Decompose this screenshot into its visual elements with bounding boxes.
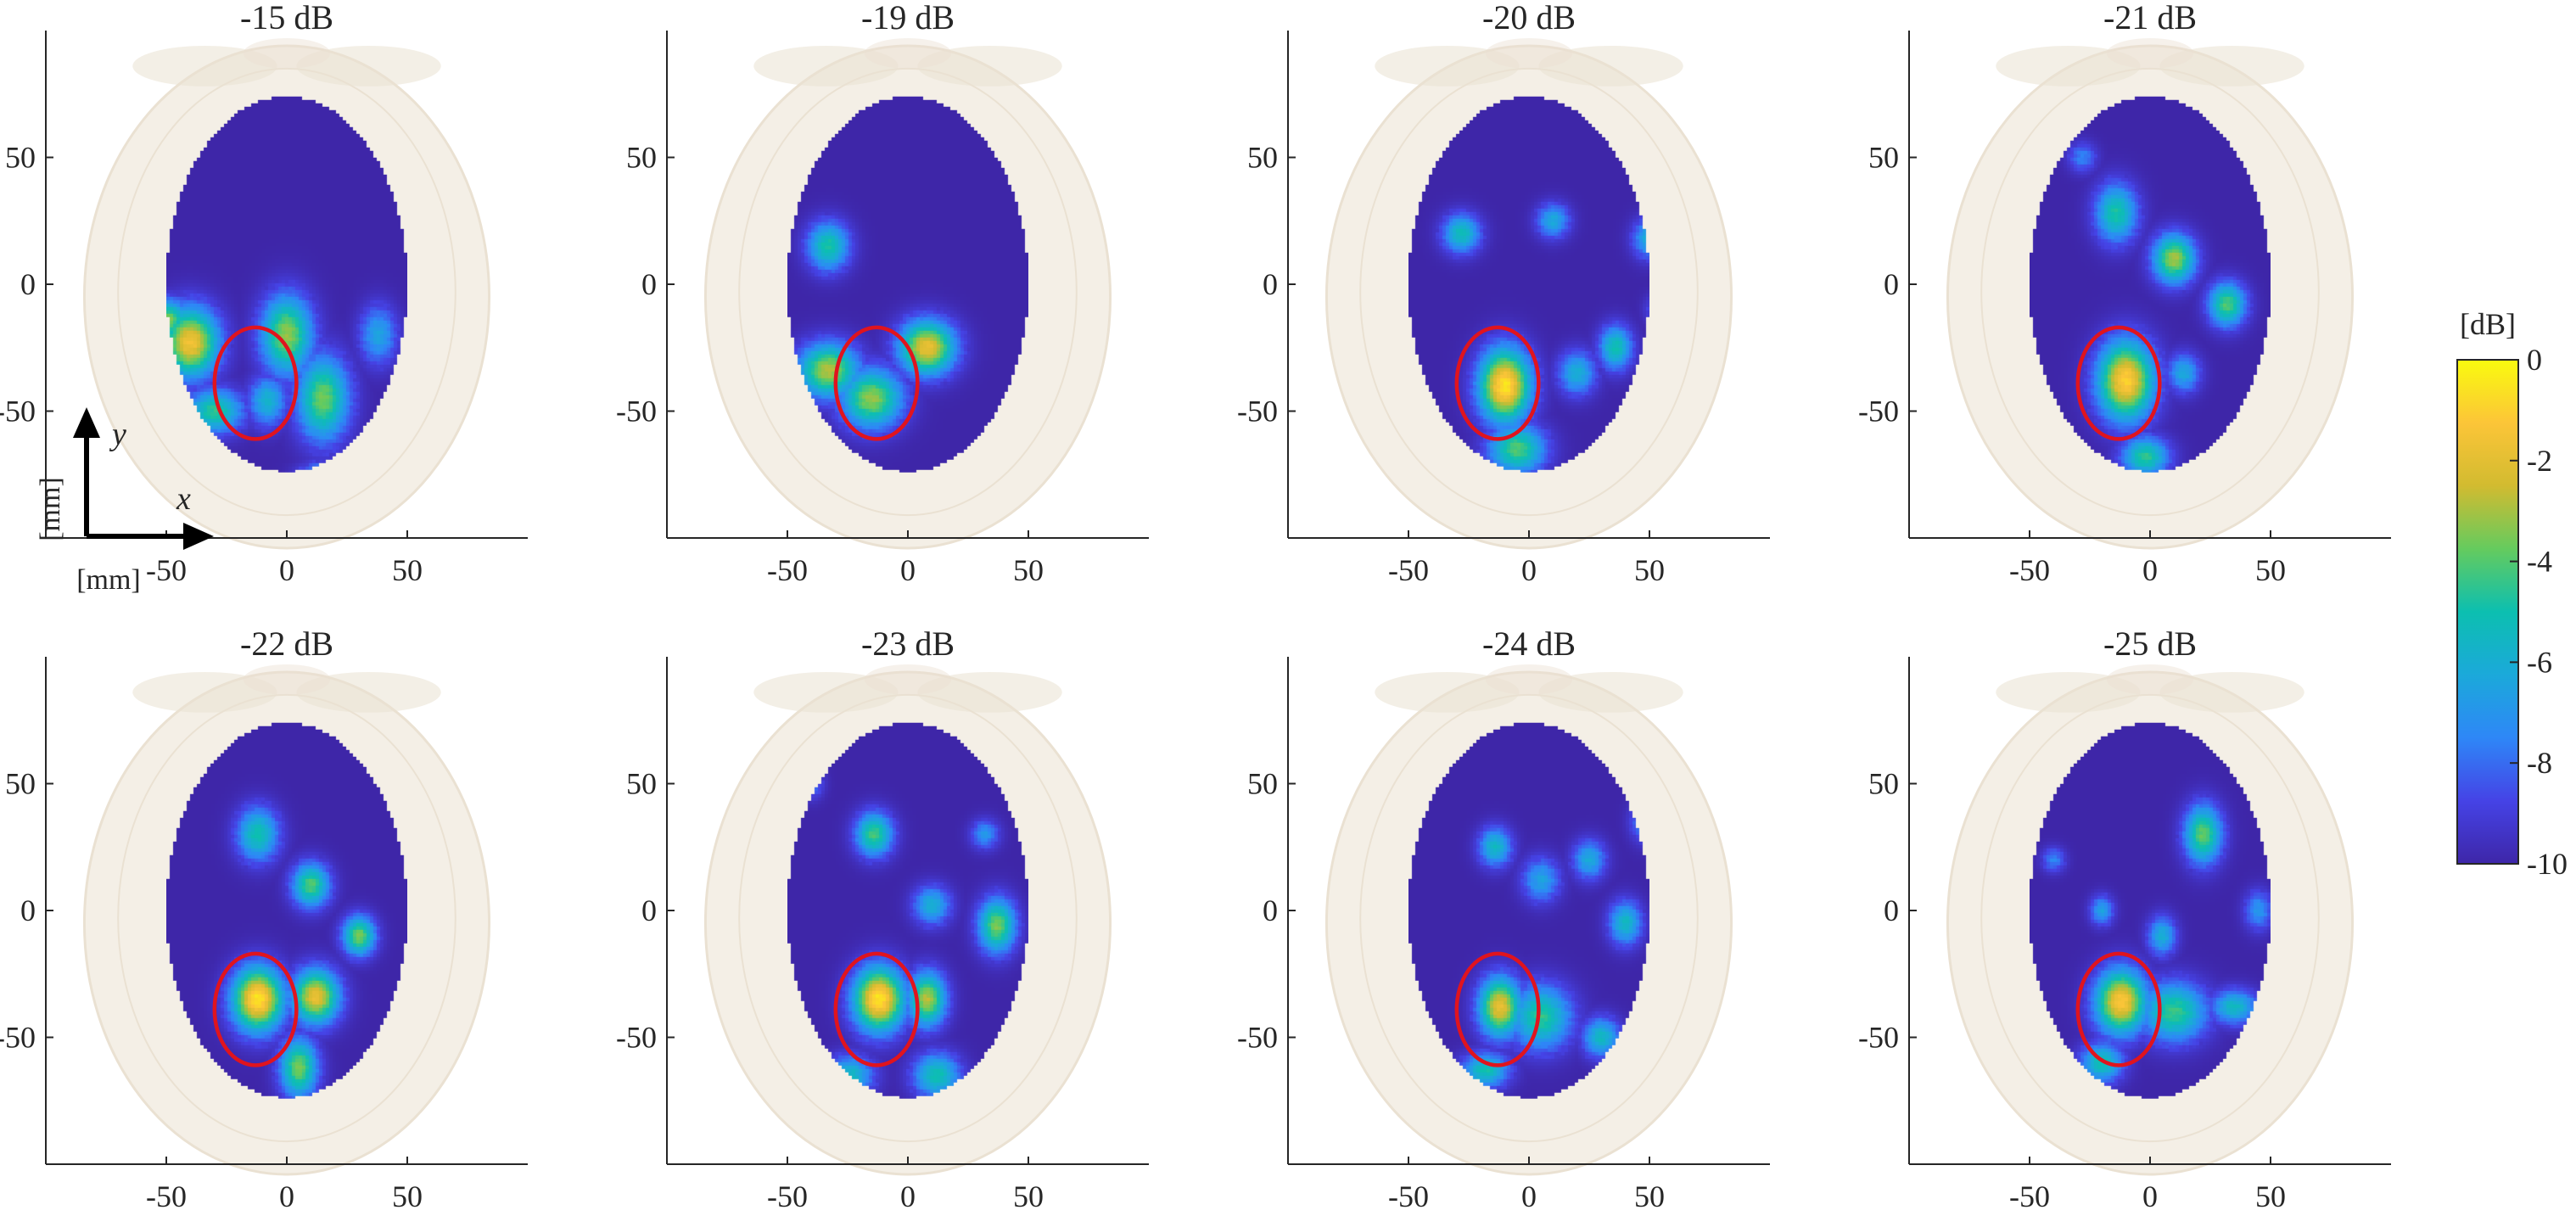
colorbar-tick-label: -2 [2527,444,2552,478]
x-tick-label: 50 [1013,1179,1044,1213]
y-tick-label: 0 [1884,267,1899,301]
x-tick-label: -50 [1388,553,1429,587]
x-tick-label: 50 [1634,1179,1665,1213]
orientation-indicator: y x [mm] [mm] [35,407,214,596]
y-tick-label: 0 [641,894,657,927]
x-tick-label: 0 [2142,553,2158,587]
x-tick-label: 0 [900,1179,916,1213]
x-tick-label: 0 [1521,1179,1537,1213]
y-tick-label: 0 [20,894,36,927]
x-tick-label: 50 [392,1179,423,1213]
y-tick-label: 50 [1247,767,1278,801]
heatmap-image [787,96,1028,473]
y-tick-label: 0 [1884,894,1899,927]
panel-title: -15 dB [240,0,333,36]
x-tick-label: 50 [1013,553,1044,587]
panel-7: 50 0 -50 -50 0 50 -24 dB [1237,625,1770,1213]
panel-6: 50 0 -50 -50 0 50 -23 dB [616,625,1149,1213]
panel-title: -25 dB [2103,625,2197,663]
heatmap-image [787,722,1028,1099]
panels-layer: 50 0 -50 -50 0 50 -15 dB 50 0 -50 -50 0 50 -19 dB 50 0 -… [0,0,2391,1213]
target-ring [212,325,299,441]
y-tick-label: 50 [1868,767,1899,801]
panel-3: 50 0 -50 -50 0 50 -20 dB [1237,0,1770,587]
y-arrow-head [73,407,100,438]
colorbar-tick-label: -10 [2527,847,2568,881]
panel-title: -22 dB [240,625,333,663]
panel-title: -24 dB [1482,625,1576,663]
x-tick-label: 50 [1634,553,1665,587]
panel-title: -21 dB [2103,0,2197,36]
y-tick-label: 50 [626,767,657,801]
target-ring [1454,325,1541,441]
y-tick-label: 50 [1247,141,1278,175]
panel-4: 50 0 -50 -50 0 50 -21 dB [1858,0,2391,587]
x-tick-label: -50 [1388,1179,1429,1213]
heatmap-image [2030,722,2271,1099]
y-tick-label: -50 [1858,395,1899,429]
colorbar: 0 -2 -4 -6 -8 -10 [dB] [2456,307,2568,881]
y-tick-label: 50 [5,141,36,175]
y-tick-label: 50 [5,767,36,801]
colorbar-gradient [2456,359,2519,865]
y-axis-var: y [109,417,126,452]
target-ring [2075,325,2162,441]
panel-5: 50 0 -50 -50 0 50 -22 dB [0,625,528,1213]
target-ring [2075,951,2162,1067]
x-tick-label: 50 [2255,1179,2286,1213]
x-tick-label: -50 [146,1179,187,1213]
x-tick-label: 50 [392,553,423,587]
colorbar-tick-label: -6 [2527,645,2552,679]
heatmap-image [166,722,407,1099]
x-tick-label: 0 [900,553,916,587]
x-axis-var: x [176,481,191,517]
x-tick-label: -50 [767,553,808,587]
panel-title: -20 dB [1482,0,1576,36]
heatmap-image [1408,96,1649,473]
target-ring [1454,951,1541,1067]
y-tick-label: 0 [641,267,657,301]
panel-1: 50 0 -50 -50 0 50 -15 dB [0,0,528,587]
x-tick-label: 0 [279,553,294,587]
x-tick-label: 0 [2142,1179,2158,1213]
y-tick-label: -50 [1858,1021,1899,1055]
y-tick-label: -50 [1237,395,1278,429]
x-tick-label: 0 [279,1179,294,1213]
colorbar-tick-label: -4 [2527,545,2552,579]
y-tick-label: 0 [20,267,36,301]
y-tick-label: -50 [0,1021,36,1055]
heatmap-image [2030,96,2271,473]
y-tick-label: 0 [1263,267,1278,301]
x-arrow-head [183,523,214,550]
x-tick-label: -50 [2009,1179,2050,1213]
panel-2: 50 0 -50 -50 0 50 -19 dB [616,0,1149,587]
panel-8: 50 0 -50 -50 0 50 -25 dB [1858,625,2391,1213]
y-tick-label: -50 [1237,1021,1278,1055]
target-ring [833,951,920,1067]
heatmap-image [166,96,407,473]
x-unit-label: [mm] [76,564,141,596]
y-tick-label: -50 [0,395,36,429]
y-tick-label: 50 [1868,141,1899,175]
panel-title: -23 dB [861,625,955,663]
y-unit-label: [mm] [35,477,66,541]
colorbar-label: [dB] [2460,307,2516,341]
x-tick-label: -50 [767,1179,808,1213]
colorbar-tick-label: -8 [2527,746,2552,780]
x-tick-label: -50 [2009,553,2050,587]
target-ring [833,325,920,441]
y-tick-label: 50 [626,141,657,175]
y-tick-label: 0 [1263,894,1278,927]
x-tick-label: 0 [1521,553,1537,587]
x-tick-label: 50 [2255,553,2286,587]
heatmap-image [1408,722,1649,1099]
colorbar-tick-label: 0 [2527,343,2542,377]
panel-title: -19 dB [861,0,955,36]
target-ring [212,951,299,1067]
x-tick-label: -50 [146,553,187,587]
y-tick-label: -50 [616,395,657,429]
y-tick-label: -50 [616,1021,657,1055]
